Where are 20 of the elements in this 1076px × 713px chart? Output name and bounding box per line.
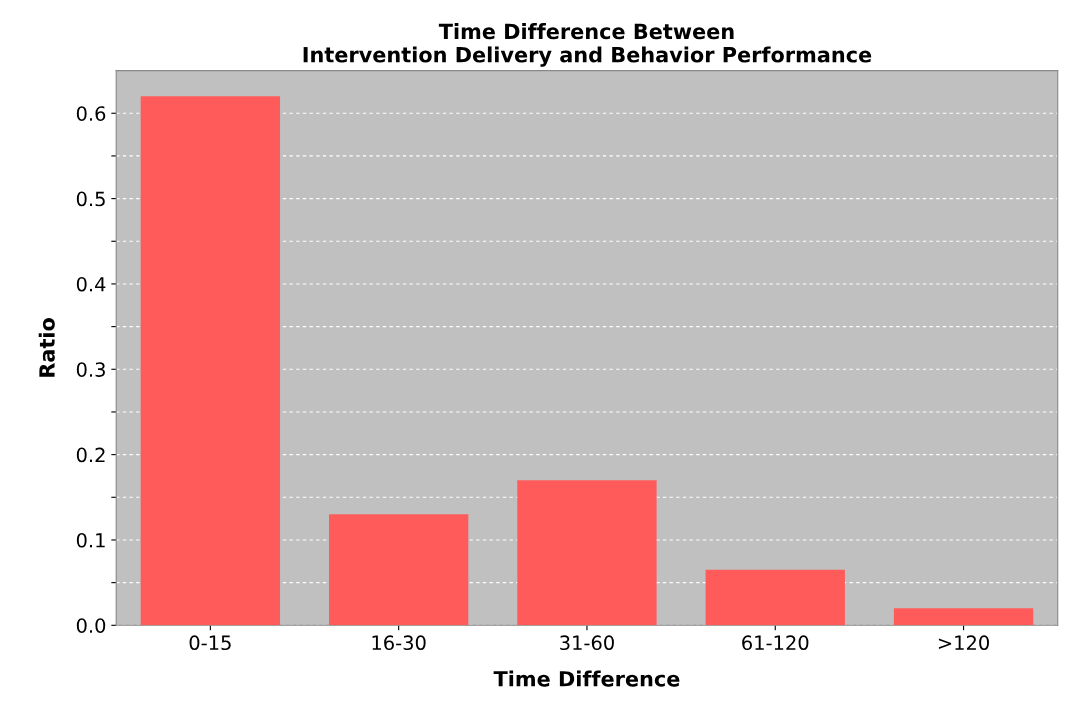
y-tick-label: 0.2 xyxy=(76,447,105,463)
y-tick-label: 0.5 xyxy=(76,191,105,207)
y-axis-title: Ratio xyxy=(38,318,55,377)
x-tick-label: 61-120 xyxy=(742,635,809,651)
y-tick-label: 0.0 xyxy=(76,618,106,633)
y-tick-label: 0.3 xyxy=(76,362,105,377)
y-tick-label: 0.1 xyxy=(76,532,105,548)
bar xyxy=(893,608,1034,626)
chart-title: Time Difference Between Intervention Delivery and Behavior Performance xyxy=(303,23,872,67)
y-tick-label: 0.4 xyxy=(76,276,106,292)
x-tick-label: 16-30 xyxy=(372,635,426,651)
bar xyxy=(517,480,657,626)
x-tick-label: >120 xyxy=(938,635,989,651)
x-tick-label: 0-15 xyxy=(189,635,231,651)
bar xyxy=(328,514,469,626)
bar xyxy=(140,96,281,626)
x-axis-title: Time Difference xyxy=(493,670,680,687)
y-tick-label: 0.6 xyxy=(76,106,106,121)
bar xyxy=(705,569,845,626)
x-tick-label: 31-60 xyxy=(560,635,614,651)
